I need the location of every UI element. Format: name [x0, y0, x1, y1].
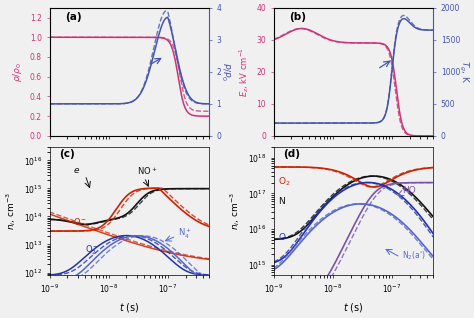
Y-axis label: $P/P_0$: $P/P_0$ [219, 62, 231, 81]
Text: N: N [278, 197, 285, 206]
Y-axis label: $\rho/\rho_0$: $\rho/\rho_0$ [11, 62, 24, 82]
Text: NO$^+$: NO$^+$ [137, 165, 157, 177]
X-axis label: $t$ (s): $t$ (s) [119, 301, 140, 314]
Y-axis label: $n_i$, cm$^{-3}$: $n_i$, cm$^{-3}$ [228, 192, 242, 230]
Text: (a): (a) [65, 12, 82, 23]
Text: NO: NO [402, 186, 416, 195]
Text: N$_4^+$: N$_4^+$ [178, 226, 192, 240]
Y-axis label: $T_g$, K: $T_g$, K [457, 60, 470, 84]
Text: $e$: $e$ [73, 166, 80, 175]
Y-axis label: $E_z$, kV cm$^{-1}$: $E_z$, kV cm$^{-1}$ [237, 47, 251, 97]
Text: O$^-$: O$^-$ [73, 216, 87, 227]
Text: (d): (d) [283, 149, 300, 159]
Text: O$_2$: O$_2$ [278, 175, 291, 188]
Text: O: O [278, 233, 285, 242]
Text: (b): (b) [290, 12, 307, 23]
Text: (c): (c) [59, 149, 75, 159]
Y-axis label: $n_i$, cm$^{-3}$: $n_i$, cm$^{-3}$ [4, 192, 18, 230]
Text: O$_2^-$: O$_2^-$ [85, 244, 99, 258]
Text: N$_2$(a'): N$_2$(a') [402, 249, 426, 262]
X-axis label: $t$ (s): $t$ (s) [343, 301, 364, 314]
